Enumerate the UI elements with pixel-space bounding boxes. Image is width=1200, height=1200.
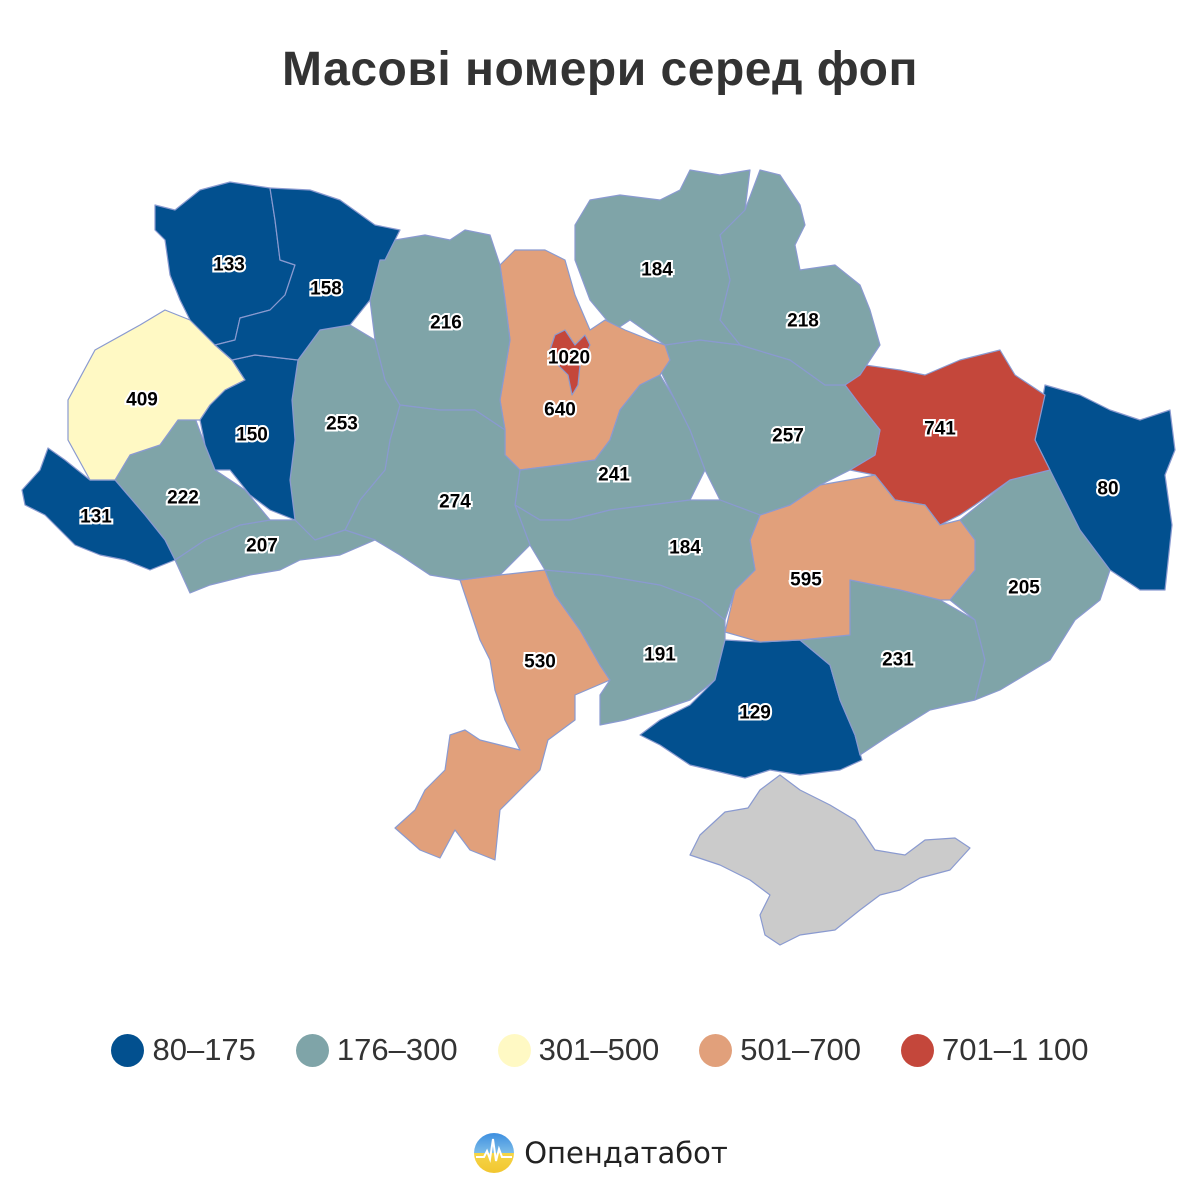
region-kirovohrad[interactable] xyxy=(514,499,761,621)
legend-swatch-icon xyxy=(497,1033,531,1067)
legend: 80–175 176–300 301–500 501–700 701–1 100 xyxy=(0,1032,1200,1068)
legend-item-bin2[interactable]: 176–300 xyxy=(295,1032,458,1068)
label-zaporizhzhia: 231 xyxy=(882,650,914,671)
label-poltava: 257 xyxy=(772,426,804,447)
label-odesa: 530 xyxy=(524,652,556,673)
region-rivne[interactable] xyxy=(214,187,401,361)
region-kyiv-city[interactable] xyxy=(549,329,591,396)
label-kyiv-oblast: 640 xyxy=(544,400,576,421)
label-sumy: 218 xyxy=(787,311,819,332)
label-zhytomyr: 216 xyxy=(430,313,462,334)
legend-label: 501–700 xyxy=(740,1032,861,1067)
region-zakarpattia[interactable] xyxy=(21,447,176,571)
region-dnipropetrovsk[interactable] xyxy=(724,474,976,643)
label-chernihiv: 184 xyxy=(641,260,673,281)
legend-item-bin4[interactable]: 501–700 xyxy=(699,1032,861,1068)
legend-item-bin5[interactable]: 701–1 100 xyxy=(900,1032,1089,1068)
label-khmelnytskyi: 253 xyxy=(326,414,358,435)
label-cherkasy: 241 xyxy=(598,465,630,486)
legend-label: 176–300 xyxy=(336,1032,458,1067)
region-crimea[interactable] xyxy=(689,774,971,946)
label-dnipropetrovsk: 595 xyxy=(790,570,822,591)
label-kharkiv: 741 xyxy=(924,419,956,440)
opendatabot-logo-icon xyxy=(474,1133,515,1173)
map-title: Масові номери серед фоп xyxy=(282,43,918,96)
legend-item-bin1[interactable]: 80–175 xyxy=(111,1032,256,1068)
legend-swatch-icon xyxy=(111,1033,145,1067)
legend-swatch-icon xyxy=(900,1033,934,1067)
legend-item-bin3[interactable]: 301–500 xyxy=(497,1032,660,1068)
ukraine-map: 133 158 409 150 131 222 207 253 216 274 … xyxy=(21,169,1176,946)
legend-swatch-icon xyxy=(295,1033,329,1067)
label-kirovohrad: 184 xyxy=(669,538,701,559)
region-luhansk[interactable] xyxy=(1034,384,1176,591)
legend-label: 301–500 xyxy=(538,1032,660,1067)
label-zakarpattia: 131 xyxy=(80,507,112,528)
legend-label: 701–1 100 xyxy=(941,1032,1089,1067)
label-luhansk: 80 xyxy=(1097,479,1118,500)
label-lviv: 409 xyxy=(126,390,158,411)
label-vinnytsia: 274 xyxy=(439,492,471,513)
label-rivne: 158 xyxy=(310,279,342,300)
label-donetsk: 205 xyxy=(1008,578,1040,599)
region-sumy[interactable] xyxy=(719,169,881,386)
brand-name: Опендатабот xyxy=(524,1136,728,1170)
brand-logo: Опендатабот xyxy=(0,1131,1200,1175)
label-mykolaiv: 191 xyxy=(644,645,676,666)
label-volyn: 133 xyxy=(213,255,245,276)
label-ternopil: 150 xyxy=(236,425,268,446)
label-ivano-frankivsk: 222 xyxy=(167,488,199,509)
region-ternopil[interactable] xyxy=(199,354,299,521)
label-kyiv-city: 1020 xyxy=(548,348,590,369)
legend-label: 80–175 xyxy=(152,1032,256,1067)
legend-swatch-icon xyxy=(699,1033,733,1067)
label-kherson: 129 xyxy=(739,703,771,724)
label-chernivtsi: 207 xyxy=(246,536,278,557)
